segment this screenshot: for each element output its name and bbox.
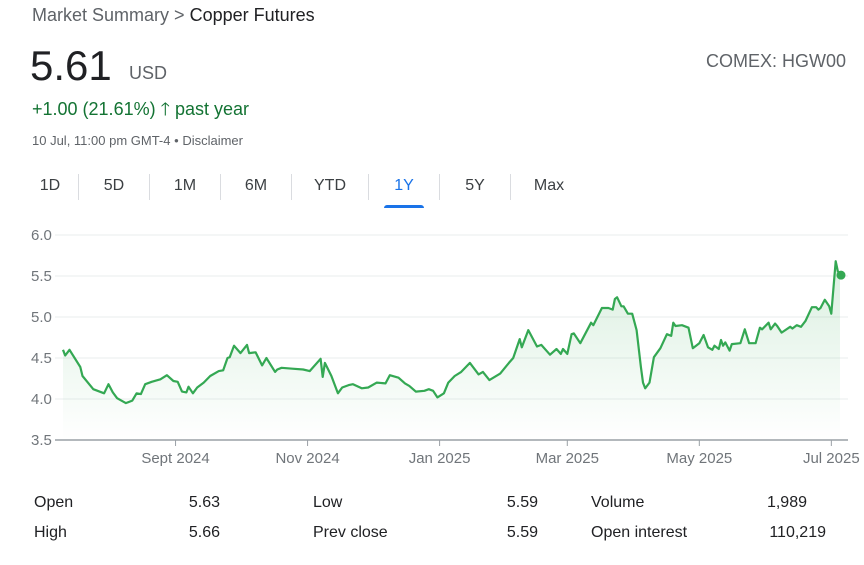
price: 5.61 <box>30 42 112 89</box>
stat-value: 1,989 <box>766 494 807 511</box>
arrow-up-icon: 🡑 <box>160 99 170 119</box>
x-tick-label: Sept 2024 <box>141 450 209 467</box>
y-tick-label: 6.0 <box>31 227 52 244</box>
change-value: +1.00 (21.61%) <box>32 99 156 119</box>
y-tick-label: 3.5 <box>31 432 52 449</box>
tab-1d[interactable]: 1D <box>39 177 61 194</box>
stat-open-interest: Open interest 110,219 <box>591 524 831 542</box>
breadcrumb-root[interactable]: Market Summary <box>32 5 170 25</box>
tab-5d[interactable]: 5D <box>103 177 125 194</box>
divider <box>291 174 292 200</box>
timestamp-line: 10 Jul, 11:00 pm GMT-4 • Disclaimer <box>32 133 243 148</box>
price-area <box>63 261 840 440</box>
stat-prev-close: Prev close 5.59 <box>313 524 553 542</box>
last-price-dot <box>836 270 846 280</box>
range-tabs: 1D 5D 1M 6M YTD 1Y 5Y Max <box>22 172 587 208</box>
divider <box>220 174 221 200</box>
price-line <box>61 260 841 405</box>
stat-high: High 5.66 <box>34 524 274 542</box>
divider <box>368 174 369 200</box>
x-tick-label: Jan 2025 <box>409 450 471 467</box>
stat-value: 5.63 <box>188 494 220 511</box>
x-tick-label: May 2025 <box>666 450 732 467</box>
x-tick-label: Jul 2025 <box>803 450 860 467</box>
stat-label: Open interest <box>591 524 688 541</box>
divider <box>439 174 440 200</box>
disclaimer-link[interactable]: Disclaimer <box>182 133 243 148</box>
stat-label: Low <box>313 494 343 511</box>
separator-dot: • <box>174 133 179 148</box>
timestamp: 10 Jul, 11:00 pm GMT-4 <box>32 133 171 148</box>
tab-6m[interactable]: 6M <box>244 177 268 194</box>
divider <box>149 174 150 200</box>
tab-1m[interactable]: 1M <box>173 177 197 194</box>
change-period: past year <box>175 99 250 119</box>
stat-label: Volume <box>591 494 645 511</box>
currency: USD <box>129 63 168 83</box>
exchange-symbol: COMEX: HGW00 <box>705 51 846 71</box>
y-tick-label: 4.5 <box>31 350 52 367</box>
divider <box>510 174 511 200</box>
price-chart[interactable]: 3.5 4.0 4.5 5.0 5.5 6.0 Sept 2024 Nov 2024 Jan … <box>0 220 864 470</box>
stat-value: 5.59 <box>506 524 538 541</box>
stat-open: Open 5.63 <box>34 494 274 512</box>
y-tick-label: 4.0 <box>31 391 52 408</box>
stat-label: Prev close <box>313 524 388 541</box>
breadcrumb-separator: > <box>174 5 185 25</box>
stat-label: Open <box>34 494 74 511</box>
tab-max[interactable]: Max <box>533 177 565 194</box>
divider <box>78 174 79 200</box>
x-tick-label: Nov 2024 <box>275 450 339 467</box>
stat-value: 5.59 <box>506 494 538 511</box>
y-tick-label: 5.5 <box>31 268 52 285</box>
x-tick-label: Mar 2025 <box>536 450 599 467</box>
price-change: +1.00 (21.61%) 🡑 past year <box>32 97 249 127</box>
tab-ytd[interactable]: YTD <box>314 177 346 194</box>
breadcrumb-current: Copper Futures <box>189 5 315 25</box>
y-tick-label: 5.0 <box>31 309 52 326</box>
tab-5y[interactable]: 5Y <box>465 177 485 194</box>
stat-low: Low 5.59 <box>313 494 553 512</box>
stat-value: 5.66 <box>188 524 220 541</box>
stat-label: High <box>34 524 67 541</box>
stat-volume: Volume 1,989 <box>591 494 831 512</box>
stat-value: 110,219 <box>769 524 826 541</box>
breadcrumb: Market Summary > Copper Futures <box>32 5 315 26</box>
tab-1y[interactable]: 1Y <box>369 172 439 208</box>
